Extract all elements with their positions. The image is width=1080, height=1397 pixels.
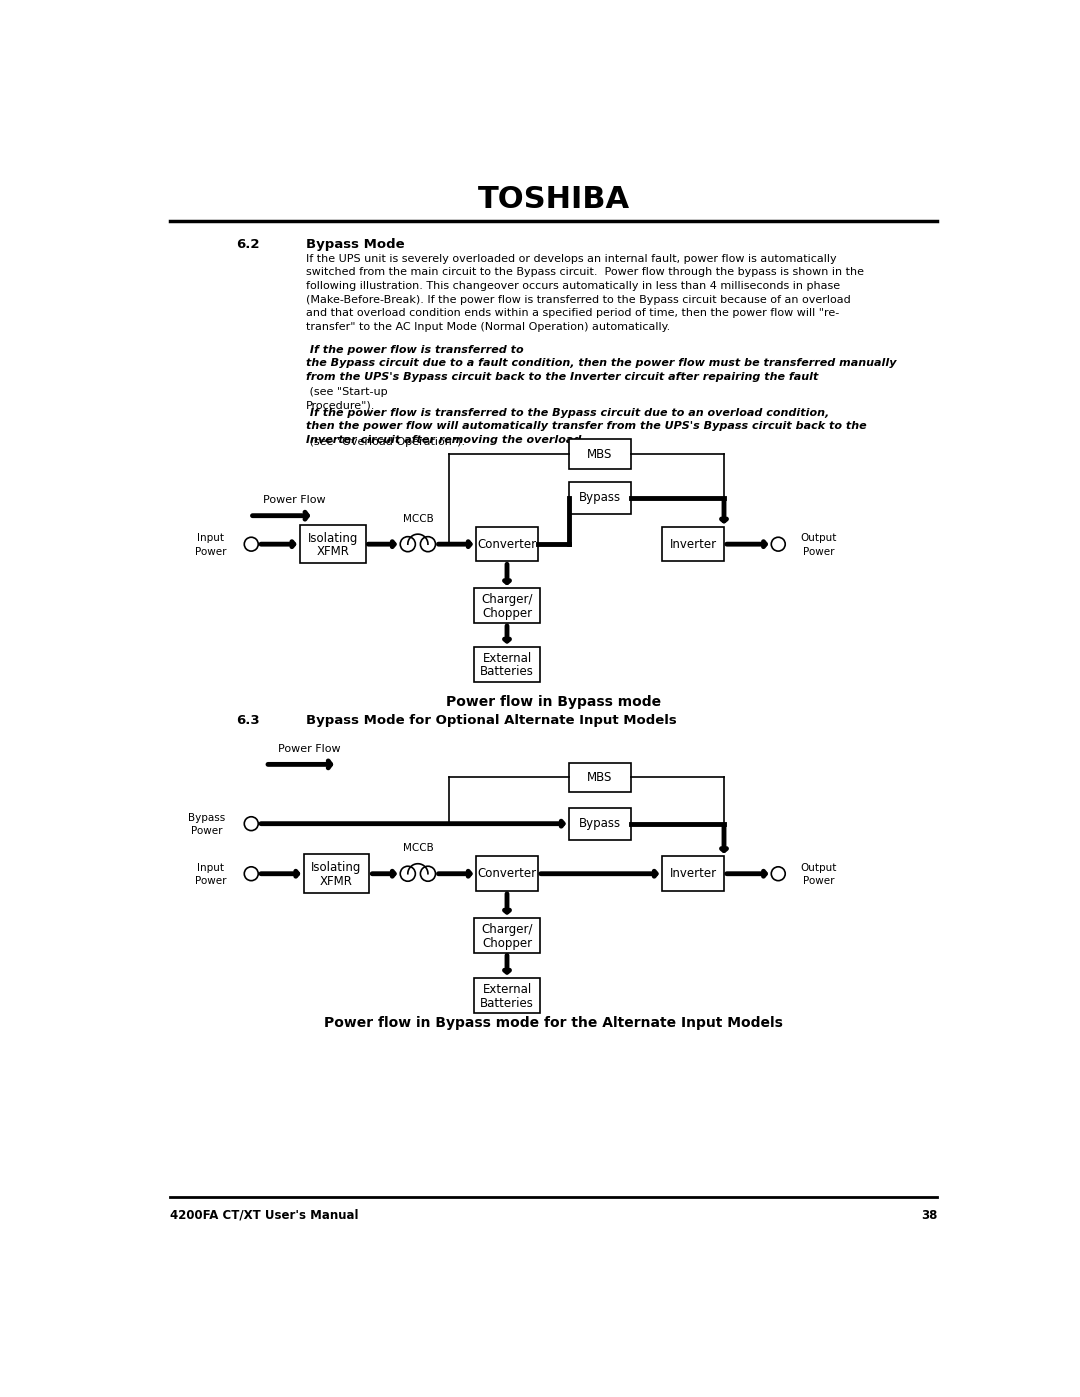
Text: XFMR: XFMR xyxy=(316,545,349,559)
Text: Batteries: Batteries xyxy=(481,996,534,1010)
FancyBboxPatch shape xyxy=(662,856,724,891)
FancyBboxPatch shape xyxy=(474,588,540,623)
Text: Charger/: Charger/ xyxy=(482,594,532,606)
Text: Bypass: Bypass xyxy=(579,492,621,504)
Text: External: External xyxy=(483,982,531,996)
Text: Chopper: Chopper xyxy=(482,936,532,950)
Text: Isolating: Isolating xyxy=(308,531,357,545)
Text: Power Flow: Power Flow xyxy=(279,745,341,754)
FancyBboxPatch shape xyxy=(569,482,631,514)
Text: Bypass: Bypass xyxy=(579,817,621,830)
Circle shape xyxy=(401,536,416,552)
Text: (see "Overload Operation").: (see "Overload Operation"). xyxy=(306,437,464,447)
Text: Power flow in Bypass mode: Power flow in Bypass mode xyxy=(446,696,661,710)
FancyBboxPatch shape xyxy=(476,527,538,562)
Text: MCCB: MCCB xyxy=(403,844,433,854)
Text: (see "Start-up
Procedure").: (see "Start-up Procedure"). xyxy=(306,387,387,411)
Text: If the UPS unit is severely overloaded or develops an internal fault, power flow: If the UPS unit is severely overloaded o… xyxy=(306,254,864,332)
Text: Inverter: Inverter xyxy=(670,868,716,880)
FancyBboxPatch shape xyxy=(569,807,631,840)
Text: 6.2: 6.2 xyxy=(235,239,259,251)
FancyBboxPatch shape xyxy=(474,647,540,682)
Text: If the power flow is transferred to
the Bypass circuit due to a fault condition,: If the power flow is transferred to the … xyxy=(306,345,896,381)
Circle shape xyxy=(244,538,258,550)
Text: MCCB: MCCB xyxy=(403,514,433,524)
Text: Power Flow: Power Flow xyxy=(262,496,325,506)
Text: Power: Power xyxy=(802,876,835,887)
Text: Charger/: Charger/ xyxy=(482,922,532,936)
Circle shape xyxy=(420,536,435,552)
Text: 38: 38 xyxy=(921,1208,937,1222)
Text: Converter: Converter xyxy=(477,868,537,880)
FancyBboxPatch shape xyxy=(474,978,540,1013)
FancyBboxPatch shape xyxy=(569,763,631,792)
Text: Input: Input xyxy=(198,534,225,543)
Circle shape xyxy=(244,866,258,880)
Text: MBS: MBS xyxy=(588,771,612,784)
Text: Converter: Converter xyxy=(477,538,537,550)
Text: XFMR: XFMR xyxy=(320,875,353,888)
Text: Output: Output xyxy=(800,534,837,543)
Text: Power: Power xyxy=(802,546,835,557)
Circle shape xyxy=(771,538,785,550)
Text: Isolating: Isolating xyxy=(311,861,362,875)
FancyBboxPatch shape xyxy=(474,918,540,953)
Text: Power: Power xyxy=(195,876,227,887)
Text: Input: Input xyxy=(198,862,225,873)
Text: Bypass: Bypass xyxy=(188,813,225,823)
FancyBboxPatch shape xyxy=(569,440,631,469)
Text: Power: Power xyxy=(190,827,222,837)
Text: External: External xyxy=(483,651,531,665)
FancyBboxPatch shape xyxy=(303,855,369,893)
Text: Bypass Mode: Bypass Mode xyxy=(306,239,404,251)
Text: Power: Power xyxy=(195,546,227,557)
Circle shape xyxy=(771,866,785,880)
Text: MBS: MBS xyxy=(588,447,612,461)
Text: If the power flow is transferred to the Bypass circuit due to an overload condit: If the power flow is transferred to the … xyxy=(306,408,866,446)
Circle shape xyxy=(401,866,416,882)
Text: Bypass Mode for Optional Alternate Input Models: Bypass Mode for Optional Alternate Input… xyxy=(306,714,676,726)
Circle shape xyxy=(420,866,435,882)
Text: Power flow in Bypass mode for the Alternate Input Models: Power flow in Bypass mode for the Altern… xyxy=(324,1016,783,1030)
Text: Batteries: Batteries xyxy=(481,665,534,679)
Text: 6.3: 6.3 xyxy=(235,714,259,726)
Text: Inverter: Inverter xyxy=(670,538,716,550)
Text: Chopper: Chopper xyxy=(482,606,532,620)
Text: Output: Output xyxy=(800,862,837,873)
Text: TOSHIBA: TOSHIBA xyxy=(477,186,630,215)
FancyBboxPatch shape xyxy=(662,527,724,562)
Text: 4200FA CT/XT User's Manual: 4200FA CT/XT User's Manual xyxy=(170,1208,359,1222)
FancyBboxPatch shape xyxy=(299,525,365,563)
Circle shape xyxy=(244,817,258,831)
FancyBboxPatch shape xyxy=(476,856,538,891)
